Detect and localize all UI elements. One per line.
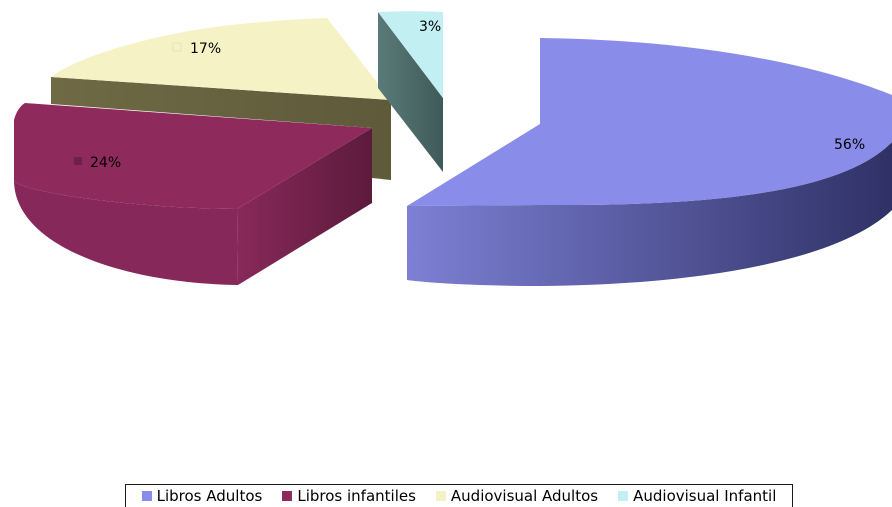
slice-side-libros-infantiles (237, 128, 372, 285)
legend-item-libros-adultos: Libros Adultos (141, 487, 263, 505)
pie-slice-audiovisual-adultos (51, 18, 391, 180)
legend-swatch-audiovisual-adultos (435, 491, 446, 501)
data-label-marker-libros-adultos (818, 139, 826, 147)
legend-item-libros-infantiles: Libros infantiles (282, 487, 416, 505)
pie-slice-libros-adultos (407, 38, 892, 286)
legend-item-audiovisual-infantil: Audiovisual Infantil (618, 487, 776, 505)
pie-slice-libros-infantiles (14, 103, 372, 285)
pie-chart: 56% 24% 17% 3% (14, 11, 892, 286)
data-label-libros-adultos: 56% (818, 137, 865, 153)
slice-top-audiovisual-infantil (378, 11, 443, 98)
legend-item-audiovisual-adultos: Audiovisual Adultos (435, 487, 599, 505)
legend-label-libros-infantiles: Libros infantiles (297, 487, 416, 505)
data-label-audiovisual-infantil: 3% (403, 19, 441, 35)
legend-label-audiovisual-infantil: Audiovisual Infantil (633, 487, 777, 505)
slice-side-audiovisual-infantil (378, 12, 443, 172)
slice-top-audiovisual-adultos (51, 18, 391, 100)
slice-top-libros-adultos (407, 38, 892, 206)
slice-front-libros-infantiles (14, 180, 238, 285)
legend-swatch-libros-infantiles (282, 491, 293, 501)
legend-label-libros-adultos: Libros Adultos (156, 487, 263, 505)
data-label-marker-audiovisual-infantil (403, 21, 411, 29)
data-label-text-libros-adultos: 56% (834, 137, 865, 153)
data-label-audiovisual-adultos: 17% (172, 41, 221, 57)
data-label-text-audiovisual-adultos: 17% (190, 41, 221, 57)
slice-side-audiovisual-adultos (51, 77, 391, 180)
chart-legend: Libros Adultos Libros infantiles Audiovi… (125, 484, 793, 507)
data-label-text-audiovisual-infantil: 3% (419, 19, 441, 35)
data-label-libros-infantiles: 24% (74, 155, 121, 171)
legend-label-audiovisual-adultos: Audiovisual Adultos (450, 487, 599, 505)
pie-slice-audiovisual-infantil (378, 11, 443, 172)
data-label-text-libros-infantiles: 24% (90, 155, 121, 171)
slice-side-libros-adultos (407, 142, 892, 286)
legend-swatch-libros-adultos (141, 491, 152, 501)
data-label-marker-audiovisual-adultos (172, 42, 182, 52)
legend-swatch-audiovisual-infantil (618, 491, 629, 501)
data-label-marker-libros-infantiles (74, 157, 82, 165)
slice-top-libros-infantiles (14, 103, 372, 209)
